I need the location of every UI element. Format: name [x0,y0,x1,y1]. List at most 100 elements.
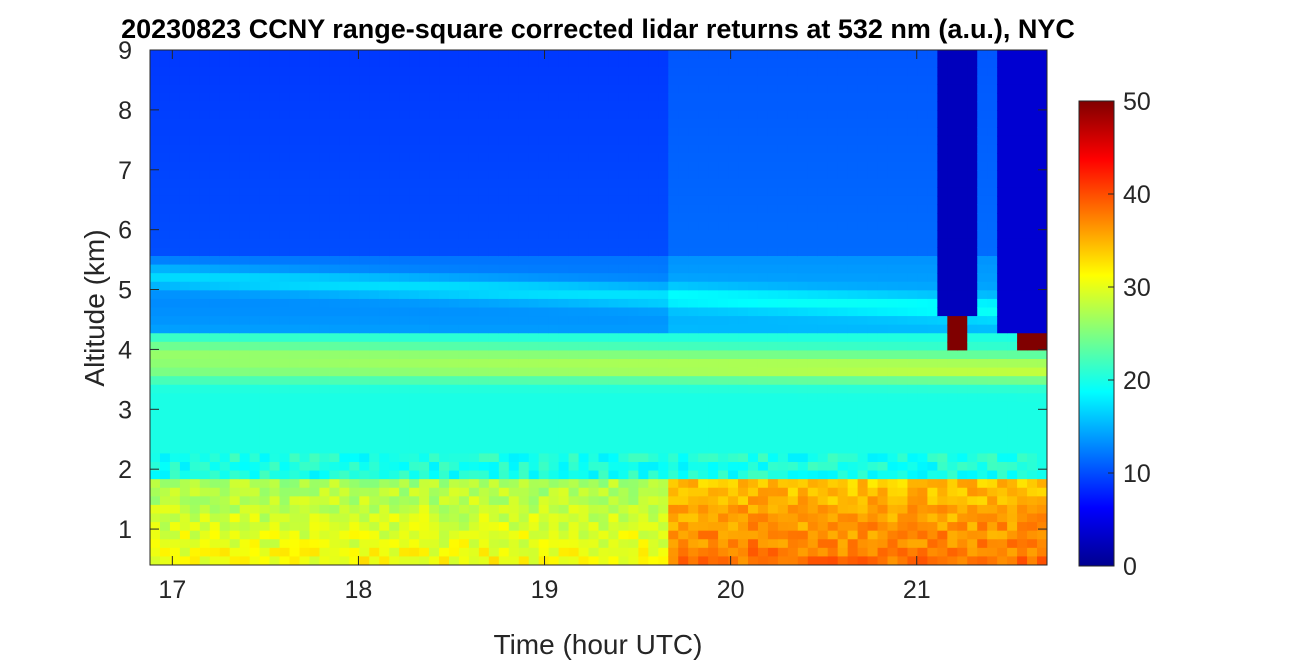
heatmap-cell [638,453,649,463]
heatmap-cell [688,256,699,266]
heatmap-cell [349,307,360,317]
heatmap-cell [578,367,590,377]
heatmap-cell [249,479,261,489]
heatmap-cell [658,419,669,429]
heatmap-cell [309,67,321,77]
heatmap-cell [289,522,301,532]
heatmap-cell [698,170,709,180]
heatmap-cell [767,298,779,309]
heatmap-cell [309,522,321,532]
heatmap-cell [787,135,799,146]
heatmap-cell [588,341,600,352]
heatmap-cell [917,530,928,540]
heatmap-cell [349,410,360,420]
heatmap-cell [927,75,938,85]
heatmap-cell [349,290,360,300]
heatmap-cell [458,324,470,334]
heatmap-cell [638,264,649,274]
heatmap-cell [169,513,181,523]
heatmap-cell [917,178,928,188]
heatmap-cell [379,341,390,352]
heatmap-cell [588,479,600,489]
heatmap-cell [807,178,819,188]
heatmap-cell [807,393,819,403]
heatmap-cell [678,324,689,334]
heatmap-cell [239,307,251,317]
heatmap-cell [449,281,460,291]
heatmap-cell [409,556,420,565]
heatmap-cell [907,204,919,214]
heatmap-cell [767,522,779,532]
heatmap-cell [728,50,739,60]
heatmap-cell [598,187,610,197]
heatmap-cell [389,281,400,291]
heatmap-cell [558,530,570,540]
heatmap-cell [628,367,639,377]
heatmap-cell [907,410,919,420]
heatmap-cell [409,187,420,197]
heatmap-cell [628,504,639,515]
heatmap-cell [618,522,629,532]
heatmap-cell [339,393,350,403]
heatmap-cell [179,247,191,257]
heatmap-cell [648,195,659,206]
heatmap-cell [179,230,191,240]
heatmap-cell [688,247,699,257]
heatmap-cell [439,67,450,77]
heatmap-cell [777,247,789,257]
heatmap-cell [209,556,221,565]
heatmap-cell [947,376,958,386]
heatmap-cell [498,247,510,257]
heatmap-cell [150,436,161,446]
heatmap-cell [269,153,281,163]
heatmap-cell [608,281,620,291]
heatmap-cell [159,487,171,497]
heatmap-cell [439,453,450,463]
heatmap-cell [369,256,380,266]
heatmap-cell [688,496,699,506]
heatmap-cell [169,496,181,506]
heatmap-cell [199,135,211,146]
heatmap-cell [748,479,759,489]
heatmap-cell [379,290,390,300]
heatmap-cell [528,67,540,77]
heatmap-cell [458,410,470,420]
heatmap-cell [150,221,161,231]
heatmap-cell [259,427,271,437]
heatmap-cell [947,92,958,103]
heatmap-cell [738,110,749,120]
heatmap-cell [309,290,321,300]
heatmap-cell [309,178,321,188]
heatmap-cell [807,350,819,360]
heatmap-cell [478,127,490,137]
heatmap-cell [478,513,490,523]
heatmap-cell [598,127,610,137]
heatmap-cell [169,453,181,463]
heatmap-cell [658,221,669,231]
heatmap-cell [498,376,510,386]
heatmap-cell [508,513,520,523]
heatmap-cell [439,487,450,497]
heatmap-cell [837,436,849,446]
heatmap-cell [668,401,679,412]
heatmap-cell [179,221,191,231]
heatmap-cell [309,298,321,309]
heatmap-cell [867,264,879,274]
heatmap-cell [179,298,191,309]
heatmap-cell [199,195,211,206]
heatmap-cell [897,376,909,386]
heatmap-cell [917,247,928,257]
heatmap-cell [279,187,291,197]
heatmap-cell [977,135,988,146]
heatmap-cell [169,393,181,403]
heatmap-cell [189,487,201,497]
heatmap-cell [319,110,330,120]
heatmap-cell [179,273,191,283]
heatmap-cell [757,144,769,154]
heatmap-cell [518,75,530,85]
heatmap-cell [897,427,909,437]
heatmap-cell [907,547,919,558]
heatmap-cell [269,298,281,309]
heatmap-cell [887,238,899,249]
heatmap-cell [608,256,620,266]
